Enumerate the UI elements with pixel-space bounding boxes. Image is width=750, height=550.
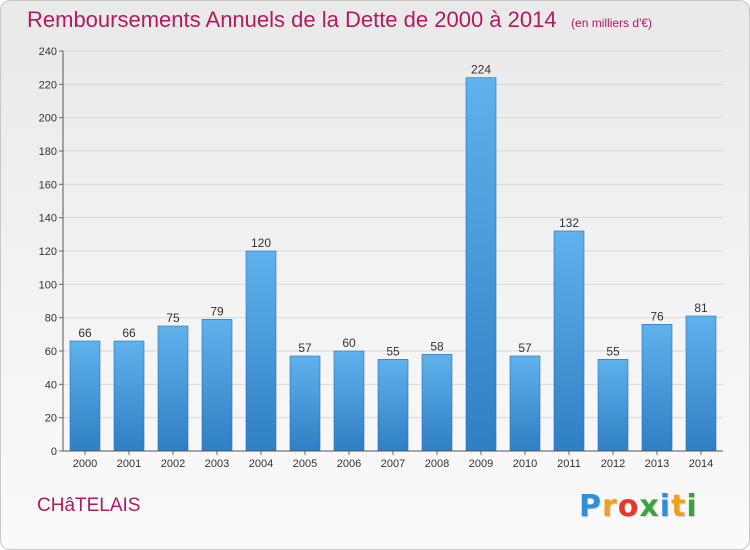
y-tick-label: 160	[39, 179, 57, 191]
chart-subtitle: (en milliers d'€)	[571, 16, 653, 30]
x-tick-label: 2002	[161, 458, 185, 470]
y-tick-label: 0	[51, 446, 57, 458]
x-tick-label: 2006	[337, 458, 361, 470]
title-row: Remboursements Annuels de la Dette de 20…	[27, 7, 652, 33]
y-tick-label: 80	[45, 313, 57, 325]
y-tick-label: 140	[39, 213, 57, 225]
chart-title: Remboursements Annuels de la Dette de 20…	[27, 7, 557, 32]
logo-letter: t	[671, 489, 687, 524]
bar	[685, 315, 717, 452]
logo-letter: o	[617, 489, 640, 524]
data-label: 224	[471, 63, 491, 77]
bar	[421, 354, 453, 452]
proxiti-logo: Proxiti	[579, 489, 698, 524]
bar	[377, 359, 409, 452]
logo-letter: P	[579, 489, 602, 524]
data-label: 57	[298, 341, 312, 355]
data-label: 79	[210, 304, 224, 318]
y-tick-label: 20	[45, 413, 57, 425]
y-tick-label: 180	[39, 146, 57, 158]
y-tick-label: 120	[39, 246, 57, 258]
y-tick-label: 40	[45, 379, 57, 391]
bar	[289, 355, 321, 452]
bar	[245, 250, 277, 452]
x-tick-label: 2001	[117, 458, 141, 470]
y-tick-label: 60	[45, 346, 57, 358]
data-label: 60	[342, 336, 356, 350]
data-label: 55	[606, 344, 620, 358]
y-tick-label: 200	[39, 113, 57, 125]
bar	[333, 350, 365, 452]
x-tick-label: 2009	[469, 458, 493, 470]
x-tick-label: 2010	[513, 458, 537, 470]
bar	[641, 324, 673, 452]
logo-letter: i	[686, 489, 698, 524]
y-tick-label: 240	[39, 46, 57, 58]
data-label: 58	[430, 339, 444, 353]
data-label: 76	[650, 309, 664, 323]
bar	[113, 340, 145, 452]
x-tick-label: 2014	[689, 458, 713, 470]
data-label: 66	[78, 326, 92, 340]
data-label: 75	[166, 311, 180, 325]
x-tick-label: 2011	[557, 458, 581, 470]
logo-letter: x	[639, 489, 660, 524]
data-label: 66	[122, 326, 136, 340]
x-tick-label: 2004	[249, 458, 273, 470]
x-tick-label: 2013	[645, 458, 669, 470]
y-tick-label: 220	[39, 79, 57, 91]
y-tick-label: 100	[39, 279, 57, 291]
x-tick-label: 2008	[425, 458, 449, 470]
bar	[157, 325, 189, 452]
data-label: 55	[386, 344, 400, 358]
x-tick-label: 2012	[601, 458, 625, 470]
bar	[509, 355, 541, 452]
data-label: 132	[559, 216, 579, 230]
x-tick-label: 2007	[381, 458, 405, 470]
x-tick-label: 2003	[205, 458, 229, 470]
commune-name: CHâTELAIS	[37, 495, 141, 516]
x-tick-label: 2000	[73, 458, 97, 470]
x-tick-label: 2005	[293, 458, 317, 470]
bar	[69, 340, 101, 452]
data-label: 120	[251, 236, 271, 250]
data-label: 81	[694, 301, 708, 315]
logo-letter: i	[659, 489, 672, 524]
data-label: 57	[518, 341, 532, 355]
bar	[553, 230, 585, 452]
logo-letter: r	[602, 489, 618, 524]
bar	[597, 359, 629, 452]
bar	[201, 319, 233, 452]
bar	[465, 77, 497, 452]
